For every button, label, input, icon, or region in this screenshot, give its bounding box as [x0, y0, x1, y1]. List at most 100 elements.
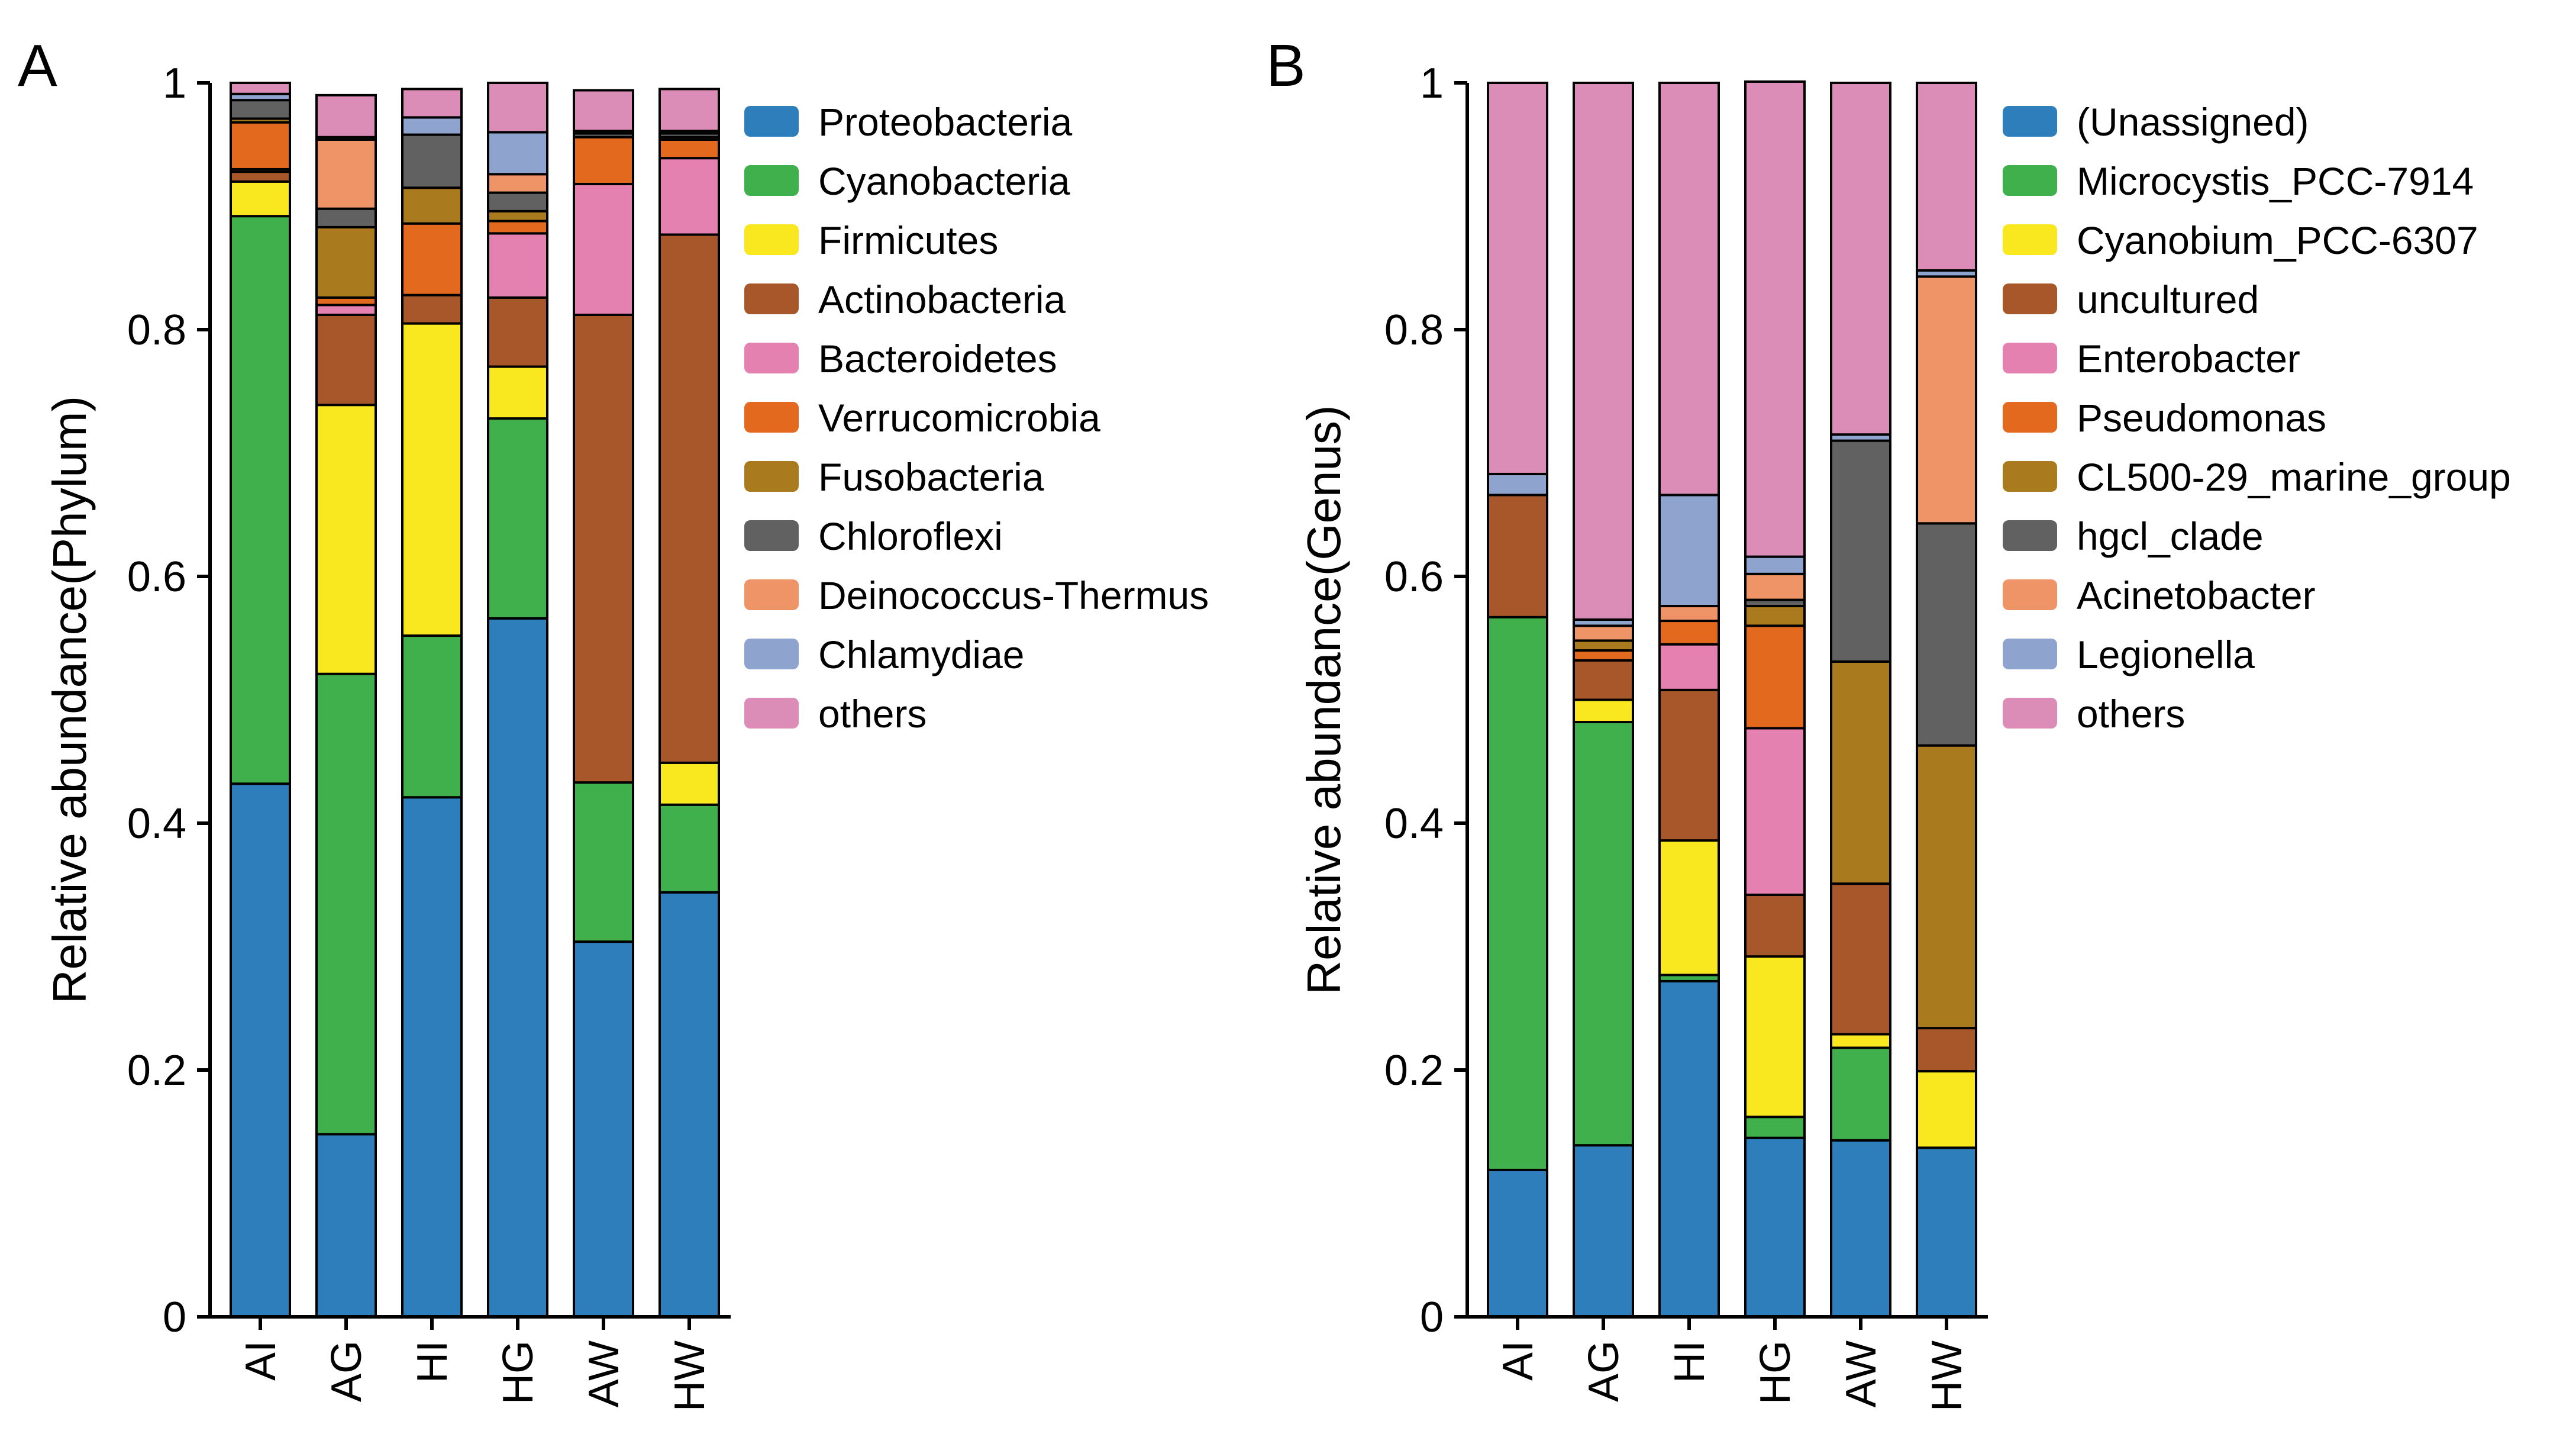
bar-segment-hg-bacteroidetes [487, 232, 548, 299]
bar-segment-ag-pseudomonas [1573, 649, 1634, 662]
y-tick-label: 0.8 [1384, 307, 1444, 354]
legend-label-pseudomonas: Pseudomonas [2077, 396, 2326, 440]
bar-segment-hg-pseudomonas [1744, 624, 1806, 730]
bar-segment-hg-deinococcus-thermus [487, 173, 548, 194]
bar-segment-hi-pseudomonas [1658, 620, 1720, 646]
bar-segment-aw-hgcl-clade [1830, 439, 1891, 663]
bar-segment-hi-acinetobacter [1658, 605, 1720, 623]
y-tick-label: 0.6 [127, 553, 186, 601]
legend-swatch-bacteroidetes [744, 343, 799, 373]
bar-segment-hi-fusobacteria [401, 186, 463, 225]
legend-swatch-fusobacteria [744, 461, 799, 492]
y-axis-title: Relative abundance(Phylum) [43, 396, 96, 1004]
x-tick-label-hi: HI [409, 1340, 456, 1383]
bar-segment-hw-actinobacteria [658, 233, 720, 764]
bar-segment-hi-proteobacteria [401, 796, 463, 1318]
bar-segment-ag-actinobacteria [315, 313, 377, 407]
bar-segment-ai-actinobacteria [230, 170, 291, 183]
bar-segment-aw-verrucomicrobia [573, 136, 634, 185]
legend-swatch-firmicutes [744, 224, 799, 255]
y-tick-label: 0 [1420, 1294, 1444, 1341]
legend-label-others: others [2077, 692, 2185, 736]
y-tick-label: 0.2 [127, 1047, 186, 1094]
bar-segment-ag-cyanobium-pcc-6307 [1573, 698, 1634, 724]
legend-label-actinobacteria: Actinobacteria [818, 278, 1066, 321]
bar-segment-hg-acinetobacter [1744, 572, 1806, 601]
bar-segment-hg-verrucomicrobia [487, 220, 548, 235]
bar-segment-hi-unassigned [1658, 979, 1720, 1318]
legend-swatch-chloroflexi [744, 520, 799, 551]
bar-segment-hi-chlamydiae [401, 116, 463, 136]
bar-segment-ag-bacteroidetes [315, 304, 377, 316]
bar-segment-hg-others [1744, 80, 1806, 558]
bar-segment-hi-cyanobacteria [401, 634, 463, 799]
bar-segment-hw-unassigned [1916, 1146, 1977, 1318]
panel-a: A 0 0.2 0.4 0.6 0.8 1 AI AG HI HG AW HW Relative abun… [18, 33, 1209, 1411]
bar-segment-aw-cyanobium-pcc-6307 [1830, 1033, 1891, 1049]
legend-swatch-others [2003, 698, 2057, 729]
x-tick-label-hw: HW [1923, 1340, 1971, 1411]
bar-segment-hg-fusobacteria [487, 210, 548, 223]
bar-segment-hi-uncultured [1658, 688, 1720, 842]
bar-segment-hw-cl500-29-marine-group [1916, 744, 1977, 1030]
bar-segment-ag-proteobacteria [315, 1133, 377, 1319]
legend-swatch-unassigned [2003, 106, 2057, 137]
bar-segment-hi-chloroflexi [401, 133, 463, 189]
bar-segment-hi-firmicutes [401, 322, 463, 637]
bar-segment-hg-legionella [1744, 555, 1806, 575]
bar-segment-hw-others [658, 88, 720, 133]
legend-swatch-enterobacter [2003, 343, 2057, 373]
bar-segment-hg-others [487, 82, 548, 134]
x-tick-label-aw: AW [580, 1340, 628, 1407]
bar-segment-aw-bacteroidetes [573, 182, 634, 316]
legend-label-chlamydiae: Chlamydiae [818, 633, 1025, 676]
bar-segment-ag-uncultured [1573, 659, 1634, 701]
legend-swatch-microcystis-pcc-7914 [2003, 165, 2057, 196]
panel-label: A [18, 33, 57, 99]
bar-segment-hw-others [1916, 82, 1977, 272]
bar-segment-hg-chloroflexi [487, 191, 548, 212]
legend: Proteobacteria Cyanobacteria Firmicutes Act… [744, 100, 1209, 736]
panel-b: B 0 0.2 0.4 0.6 0.8 1 AI AG HI HG AW HW Relative abun… [1266, 33, 2511, 1411]
bar-segment-ag-unassigned [1573, 1144, 1634, 1319]
bar-segment-hw-proteobacteria [658, 891, 720, 1318]
bar-segment-ag-acinetobacter [1573, 624, 1634, 642]
bar-segment-ai-others [230, 82, 291, 95]
y-tick-label: 0.8 [127, 307, 186, 354]
bar-segment-hg-uncultured [1744, 893, 1806, 958]
y-tick-label: 0.4 [127, 800, 186, 847]
bar-segment-ag-chloroflexi [315, 207, 377, 228]
legend-label-enterobacter: Enterobacter [2077, 337, 2300, 381]
legend: (Unassigned) Microcystis_PCC-7914 Cyanobiu… [2003, 100, 2511, 736]
bar-segment-aw-microcystis-pcc-7914 [1830, 1046, 1891, 1142]
bar-segment-hw-bacteroidetes [658, 157, 720, 236]
x-tick-label-hi: HI [1666, 1340, 1713, 1383]
bar-segment-ai-cyanobacteria [230, 215, 291, 785]
legend-label-proteobacteria: Proteobacteria [818, 100, 1073, 144]
bar-segment-hi-legionella [1658, 494, 1720, 608]
legend-label-acinetobacter: Acinetobacter [2077, 573, 2316, 617]
legend-label-microcystis-pcc-7914: Microcystis_PCC-7914 [2077, 159, 2474, 203]
bar-segment-hw-hgcl-clade [1916, 522, 1977, 747]
bar-segment-aw-unassigned [1830, 1139, 1891, 1318]
x-tick-label-ai: AI [1494, 1340, 1542, 1381]
bar-segment-hg-proteobacteria [487, 617, 548, 1318]
bar-segment-hg-microcystis-pcc-7914 [1744, 1116, 1806, 1139]
bar-segment-hg-firmicutes [487, 365, 548, 420]
legend-swatch-legionella [2003, 639, 2057, 669]
bar-segment-aw-others [1830, 82, 1891, 436]
y-axis-title: Relative abundance(Genus) [1297, 405, 1350, 994]
bar-segment-hw-verrucomicrobia [658, 138, 720, 160]
bar-segment-hw-acinetobacter [1916, 275, 1977, 525]
legend-label-cl500-29-marine-group: CL500-29_marine_group [2077, 455, 2511, 499]
bar-segment-ai-uncultured [1487, 494, 1548, 618]
bar-segment-ai-chloroflexi [230, 99, 291, 120]
bar-segment-hg-cl500-29-marine-group [1744, 605, 1806, 627]
x-tick-label-hg: HG [495, 1340, 542, 1404]
y-tick-label: 0.2 [1384, 1047, 1444, 1094]
bar-segment-ai-verrucomicrobia [230, 121, 291, 170]
x-tick-label-ag: AG [323, 1340, 370, 1402]
bar-segment-hi-enterobacter [1658, 643, 1720, 691]
bar-segment-hi-others [1658, 82, 1720, 497]
